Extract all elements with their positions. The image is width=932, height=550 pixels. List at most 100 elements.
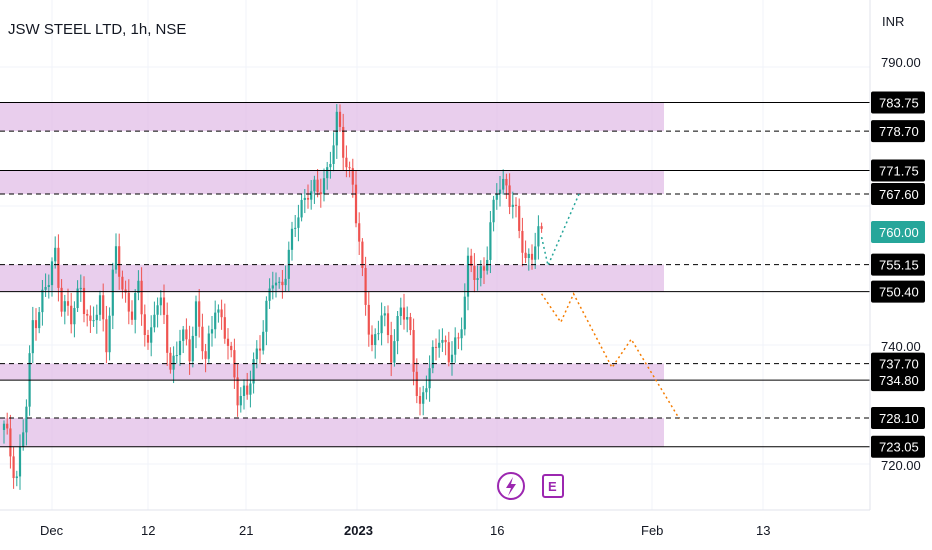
candle-body-63 — [204, 351, 207, 359]
candle-body-9 — [31, 320, 34, 354]
level-tag-755.15 — [871, 253, 925, 276]
candle-body-154 — [495, 193, 498, 200]
candle-body-121 — [390, 335, 393, 363]
candle-body-10 — [34, 320, 38, 329]
date-tick-feb: Feb — [641, 523, 663, 538]
candle-body-19 — [63, 301, 66, 312]
candle-body-97 — [313, 179, 316, 192]
candle-body-113 — [364, 267, 367, 305]
candle-body-5 — [18, 446, 22, 477]
candle-body-124 — [399, 307, 402, 316]
candle-body-158 — [508, 185, 511, 207]
candle-body-13 — [44, 287, 47, 290]
candle-body-101 — [326, 167, 329, 179]
candle-body-126 — [406, 317, 409, 320]
candle-body-57 — [185, 329, 188, 340]
candle-body-111 — [358, 223, 361, 242]
candle-body-42 — [137, 280, 140, 294]
candle-body-21 — [70, 305, 73, 325]
price-tick-740: 740.00 — [881, 339, 921, 354]
candle-body-91 — [294, 227, 297, 229]
candle-body-157 — [505, 178, 508, 186]
candle-body-147 — [473, 265, 476, 280]
candle-body-7 — [25, 406, 28, 433]
candle-body-142 — [457, 337, 460, 339]
candle-body-96 — [310, 191, 313, 200]
candle-body-100 — [322, 178, 326, 195]
candle-body-153 — [492, 199, 495, 223]
candle-body-71 — [230, 345, 233, 351]
level-tag-label-728.10: 728.10 — [879, 411, 919, 426]
candle-body-150 — [482, 266, 486, 271]
level-tag-label-723.05: 723.05 — [879, 440, 919, 455]
candle-body-135 — [434, 346, 438, 348]
level-tag-label-767.60: 767.60 — [879, 187, 919, 202]
level-tag-label-750.40: 750.40 — [879, 285, 919, 300]
candle-body-160 — [514, 204, 518, 206]
candle-body-52 — [169, 352, 172, 370]
candle-body-51 — [166, 314, 169, 353]
level-tag-723.05 — [871, 435, 925, 458]
price-tick-790: 790.00 — [881, 55, 921, 70]
candle-body-50 — [162, 297, 166, 315]
candle-body-32 — [105, 319, 108, 353]
candle-body-103 — [332, 145, 335, 164]
candle-body-62 — [201, 326, 204, 352]
candle-body-93 — [300, 199, 303, 218]
candle-body-106 — [342, 126, 345, 158]
candle-body-17 — [57, 247, 60, 288]
candle-body-84 — [271, 285, 274, 289]
candle-body-3 — [12, 456, 15, 479]
candle-body-130 — [418, 395, 422, 404]
candle-body-112 — [361, 241, 364, 268]
earnings-icon[interactable]: E — [542, 474, 564, 498]
candle-body-94 — [303, 197, 306, 200]
candle-body-25 — [82, 287, 86, 315]
candle-body-138 — [444, 339, 447, 343]
current-price-tag: 760.00 — [871, 221, 925, 243]
candle-body-28 — [92, 320, 95, 322]
candle-body-68 — [220, 309, 223, 318]
candle-body-46 — [150, 327, 153, 343]
candle-body-12 — [41, 289, 44, 313]
level-tag-label-771.75: 771.75 — [879, 164, 919, 179]
candle-body-15 — [50, 261, 54, 286]
candle-body-98 — [316, 179, 319, 193]
candle-body-159 — [511, 204, 514, 207]
candle-body-145 — [466, 255, 470, 297]
candle-body-114 — [367, 304, 370, 335]
currency-label: INR — [882, 14, 904, 29]
candle-body-166 — [534, 246, 537, 260]
candle-body-45 — [146, 335, 150, 343]
candle-body-56 — [182, 329, 185, 341]
projection-path-0 — [540, 191, 581, 268]
candle-body-86 — [278, 281, 281, 283]
projections-layer — [540, 191, 680, 420]
candle-body-132 — [425, 388, 428, 393]
candle-body-49 — [159, 297, 162, 306]
candle-body-133 — [428, 368, 431, 389]
candle-body-33 — [108, 315, 111, 353]
candle-body-123 — [396, 315, 399, 342]
candle-body-83 — [268, 288, 271, 301]
candle-body-2 — [9, 428, 12, 457]
lightning-icon[interactable] — [497, 472, 525, 500]
level-tag-783.75 — [871, 91, 925, 114]
level-tag-label-734.80: 734.80 — [879, 373, 919, 388]
candle-body-117 — [377, 333, 380, 335]
candle-body-85 — [274, 282, 278, 286]
candle-body-144 — [463, 296, 466, 330]
candle-body-119 — [383, 313, 386, 316]
date-tick-16: 16 — [490, 523, 504, 538]
candle-body-55 — [178, 340, 182, 356]
candle-body-128 — [412, 330, 415, 372]
candle-body-152 — [489, 222, 492, 260]
level-tag-771.75 — [871, 159, 925, 182]
candle-body-34 — [111, 269, 114, 316]
date-tick-13: 13 — [756, 523, 770, 538]
candle-body-139 — [447, 342, 450, 363]
level-tag-728.10 — [871, 407, 925, 430]
date-tick-21: 21 — [239, 523, 253, 538]
date-tick-12: 12 — [141, 523, 155, 538]
